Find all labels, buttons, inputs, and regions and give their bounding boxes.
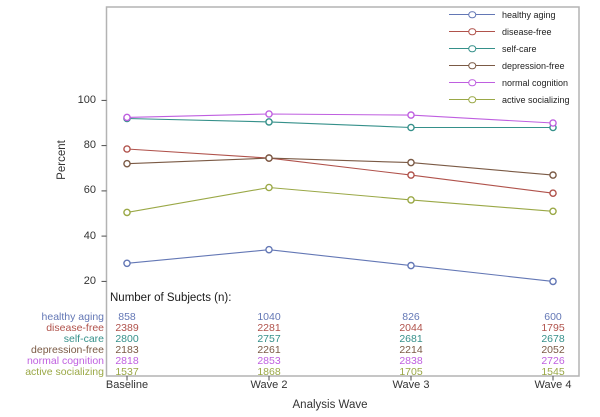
subjects-value: 2800 bbox=[115, 333, 139, 345]
subjects-row-normal-cognition: normal cognition 2818 2853 2838 2726 bbox=[0, 356, 600, 367]
legend-swatch bbox=[449, 78, 495, 87]
subjects-value: 1795 bbox=[541, 322, 565, 334]
x-tick-label-baseline: Baseline bbox=[105, 379, 149, 391]
subjects-row-healthy-aging: healthy aging 858 1040 826 600 bbox=[0, 312, 600, 323]
subjects-value: 2044 bbox=[399, 322, 423, 334]
subjects-row-disease-free: disease-free 2389 2281 2044 1795 bbox=[0, 323, 600, 334]
subjects-value: 2261 bbox=[257, 344, 281, 356]
legend-item-depression-free: depression-free bbox=[449, 57, 570, 74]
subjects-value: 2389 bbox=[115, 322, 139, 334]
subjects-value: 2183 bbox=[115, 344, 139, 356]
circle-marker-icon bbox=[468, 44, 476, 53]
legend-swatch bbox=[449, 44, 495, 53]
circle-marker-icon bbox=[468, 27, 476, 36]
subjects-value: 2818 bbox=[115, 355, 139, 367]
subjects-value: 2853 bbox=[257, 355, 281, 367]
subjects-row-self-care: self-care 2800 2757 2681 2678 bbox=[0, 334, 600, 345]
y-tick-label-60: 60 bbox=[83, 184, 96, 197]
legend-label: normal cognition bbox=[502, 77, 569, 88]
subjects-value: 2838 bbox=[399, 355, 423, 367]
y-tick-label-40: 40 bbox=[83, 229, 96, 242]
x-tick-label-wave2: Wave 2 bbox=[250, 379, 288, 391]
legend-label: self-care bbox=[502, 43, 537, 54]
subjects-value: 2678 bbox=[541, 333, 565, 345]
legend-swatch bbox=[449, 27, 495, 36]
subjects-value: 2214 bbox=[399, 344, 423, 356]
subjects-value: 1868 bbox=[257, 366, 281, 378]
legend-swatch bbox=[449, 95, 495, 104]
subjects-value: 1537 bbox=[115, 366, 139, 378]
subjects-row-label: normal cognition bbox=[26, 355, 104, 367]
subjects-value: 1040 bbox=[257, 311, 281, 323]
subjects-row-depression-free: depression-free 2183 2261 2214 2052 bbox=[0, 345, 600, 356]
legend-item-disease-free: disease-free bbox=[449, 23, 570, 40]
legend-item-healthy-aging: healthy aging bbox=[449, 6, 570, 23]
y-tick-label-20: 20 bbox=[83, 274, 96, 287]
subjects-row-label: depression-free bbox=[31, 344, 104, 356]
subjects-value: 1705 bbox=[399, 366, 423, 378]
x-axis-title: Analysis Wave bbox=[292, 399, 368, 411]
subjects-row-label: healthy aging bbox=[41, 311, 104, 323]
subjects-row-label: disease-free bbox=[46, 322, 104, 334]
subjects-value: 2052 bbox=[541, 344, 565, 356]
legend-label: disease-free bbox=[502, 26, 552, 37]
subjects-row-label: active socializing bbox=[25, 366, 104, 378]
legend-swatch bbox=[449, 10, 495, 19]
subjects-value: 600 bbox=[544, 311, 562, 323]
subjects-value: 826 bbox=[402, 311, 420, 323]
subjects-value: 2726 bbox=[541, 355, 565, 367]
x-tick-label-wave3: Wave 3 bbox=[392, 379, 430, 391]
subjects-value: 2757 bbox=[257, 333, 281, 345]
y-tick-label-100: 100 bbox=[77, 93, 96, 106]
subjects-row-active-socializing: active socializing 1537 1868 1705 1545 bbox=[0, 367, 600, 378]
subjects-value: 858 bbox=[118, 311, 136, 323]
x-tick-label-wave4: Wave 4 bbox=[534, 379, 572, 391]
circle-marker-icon bbox=[468, 95, 476, 104]
subjects-row-label: self-care bbox=[63, 333, 104, 345]
circle-marker-icon bbox=[468, 10, 476, 19]
legend-label: active socializing bbox=[502, 94, 570, 105]
legend-swatch bbox=[449, 61, 495, 70]
legend-label: depression-free bbox=[502, 60, 565, 71]
legend-item-normal-cognition: normal cognition bbox=[449, 74, 570, 91]
legend-label: healthy aging bbox=[502, 9, 556, 20]
legend-item-active-socializing: active socializing bbox=[449, 91, 570, 108]
circle-marker-icon bbox=[468, 78, 476, 87]
y-tick-label-80: 80 bbox=[83, 139, 96, 151]
subjects-value: 2281 bbox=[257, 322, 281, 334]
circle-marker-icon bbox=[468, 61, 476, 70]
subjects-value: 2681 bbox=[399, 333, 423, 345]
legend-item-self-care: self-care bbox=[449, 40, 570, 57]
subjects-value: 1545 bbox=[541, 366, 565, 378]
legend: healthy aging disease-free self-care dep… bbox=[449, 6, 570, 108]
subjects-table-title: Number of Subjects (n): bbox=[110, 292, 232, 304]
